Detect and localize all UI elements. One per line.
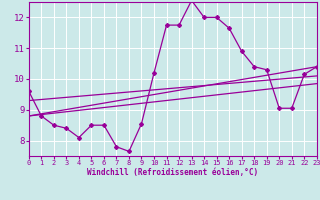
X-axis label: Windchill (Refroidissement éolien,°C): Windchill (Refroidissement éolien,°C)	[87, 168, 258, 177]
